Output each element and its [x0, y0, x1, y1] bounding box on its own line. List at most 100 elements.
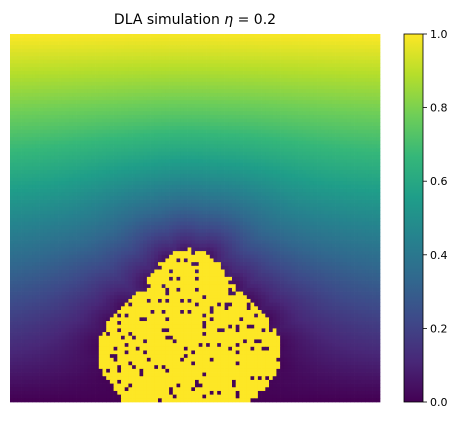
field-cell — [250, 107, 255, 112]
field-cell — [350, 81, 355, 86]
field-cell — [39, 85, 44, 90]
field-cell — [372, 74, 377, 79]
field-cell — [172, 214, 177, 219]
field-cell — [331, 137, 336, 142]
field-cell — [139, 56, 144, 61]
field-cell — [243, 70, 248, 75]
field-cell — [65, 41, 70, 46]
field-cell — [320, 199, 325, 204]
field-cell — [121, 59, 126, 64]
field-cell — [50, 188, 55, 193]
field-cell — [50, 96, 55, 101]
field-cell — [187, 78, 192, 83]
field-cell — [35, 78, 40, 83]
field-cell — [368, 103, 373, 108]
field-cell — [291, 184, 296, 189]
field-cell — [165, 192, 170, 197]
field-cell — [206, 67, 211, 72]
field-cell — [276, 126, 281, 131]
field-cell — [346, 166, 351, 171]
field-cell — [350, 188, 355, 193]
field-cell — [306, 148, 311, 153]
field-cell — [228, 184, 233, 189]
field-cell — [361, 173, 366, 178]
field-cell — [117, 85, 122, 90]
field-cell — [80, 144, 85, 149]
field-cell — [372, 52, 377, 57]
field-cell — [146, 59, 151, 64]
field-cell — [39, 37, 44, 42]
field-cell — [146, 92, 151, 97]
field-cell — [354, 140, 359, 145]
field-cell — [106, 89, 111, 94]
field-cell — [339, 203, 344, 208]
field-cell — [58, 103, 63, 108]
field-cell — [235, 45, 240, 50]
field-cell — [302, 137, 307, 142]
field-cell — [180, 195, 185, 200]
field-cell — [121, 111, 126, 116]
field-cell — [232, 140, 237, 145]
field-cell — [354, 59, 359, 64]
field-cell — [158, 181, 163, 186]
field-cell — [187, 74, 192, 79]
field-cell — [202, 210, 207, 215]
field-cell — [376, 52, 381, 57]
field-cell — [32, 214, 37, 219]
field-cell — [169, 199, 174, 204]
field-cell — [65, 52, 70, 57]
field-cell — [121, 122, 126, 127]
field-cell — [24, 111, 29, 116]
field-cell — [317, 206, 322, 211]
field-cell — [165, 63, 170, 68]
field-cell — [28, 126, 33, 131]
field-cell — [350, 195, 355, 200]
field-cell — [106, 140, 111, 145]
field-cell — [165, 203, 170, 208]
field-cell — [239, 140, 244, 145]
field-cell — [124, 140, 129, 145]
field-cell — [50, 41, 55, 46]
field-cell — [261, 74, 266, 79]
field-cell — [117, 107, 122, 112]
field-cell — [158, 114, 163, 119]
field-cell — [17, 184, 22, 189]
field-cell — [191, 67, 196, 72]
field-cell — [91, 126, 96, 131]
field-cell — [135, 144, 140, 149]
field-cell — [272, 214, 277, 219]
field-cell — [280, 166, 285, 171]
field-cell — [176, 81, 181, 86]
field-cell — [109, 148, 114, 153]
heatmap-plot-area — [10, 34, 381, 403]
field-cell — [254, 118, 259, 123]
field-cell — [154, 107, 159, 112]
field-cell — [180, 155, 185, 160]
field-cell — [132, 129, 137, 134]
field-cell — [328, 129, 333, 134]
field-cell — [113, 70, 118, 75]
field-cell — [135, 177, 140, 182]
field-cell — [235, 133, 240, 138]
field-cell — [161, 188, 166, 193]
field-cell — [306, 210, 311, 215]
field-cell — [257, 103, 262, 108]
field-cell — [28, 114, 33, 119]
field-cell — [72, 92, 77, 97]
field-cell — [269, 41, 274, 46]
field-cell — [243, 111, 248, 116]
field-cell — [287, 92, 292, 97]
field-cell — [13, 67, 18, 72]
field-cell — [13, 111, 18, 116]
field-cell — [331, 89, 336, 94]
field-cell — [354, 52, 359, 57]
field-cell — [146, 170, 151, 175]
field-cell — [87, 184, 92, 189]
field-cell — [13, 188, 18, 193]
field-cell — [198, 148, 203, 153]
field-cell — [309, 78, 314, 83]
field-cell — [365, 85, 370, 90]
field-cell — [283, 203, 288, 208]
field-cell — [102, 52, 107, 57]
field-cell — [198, 129, 203, 134]
